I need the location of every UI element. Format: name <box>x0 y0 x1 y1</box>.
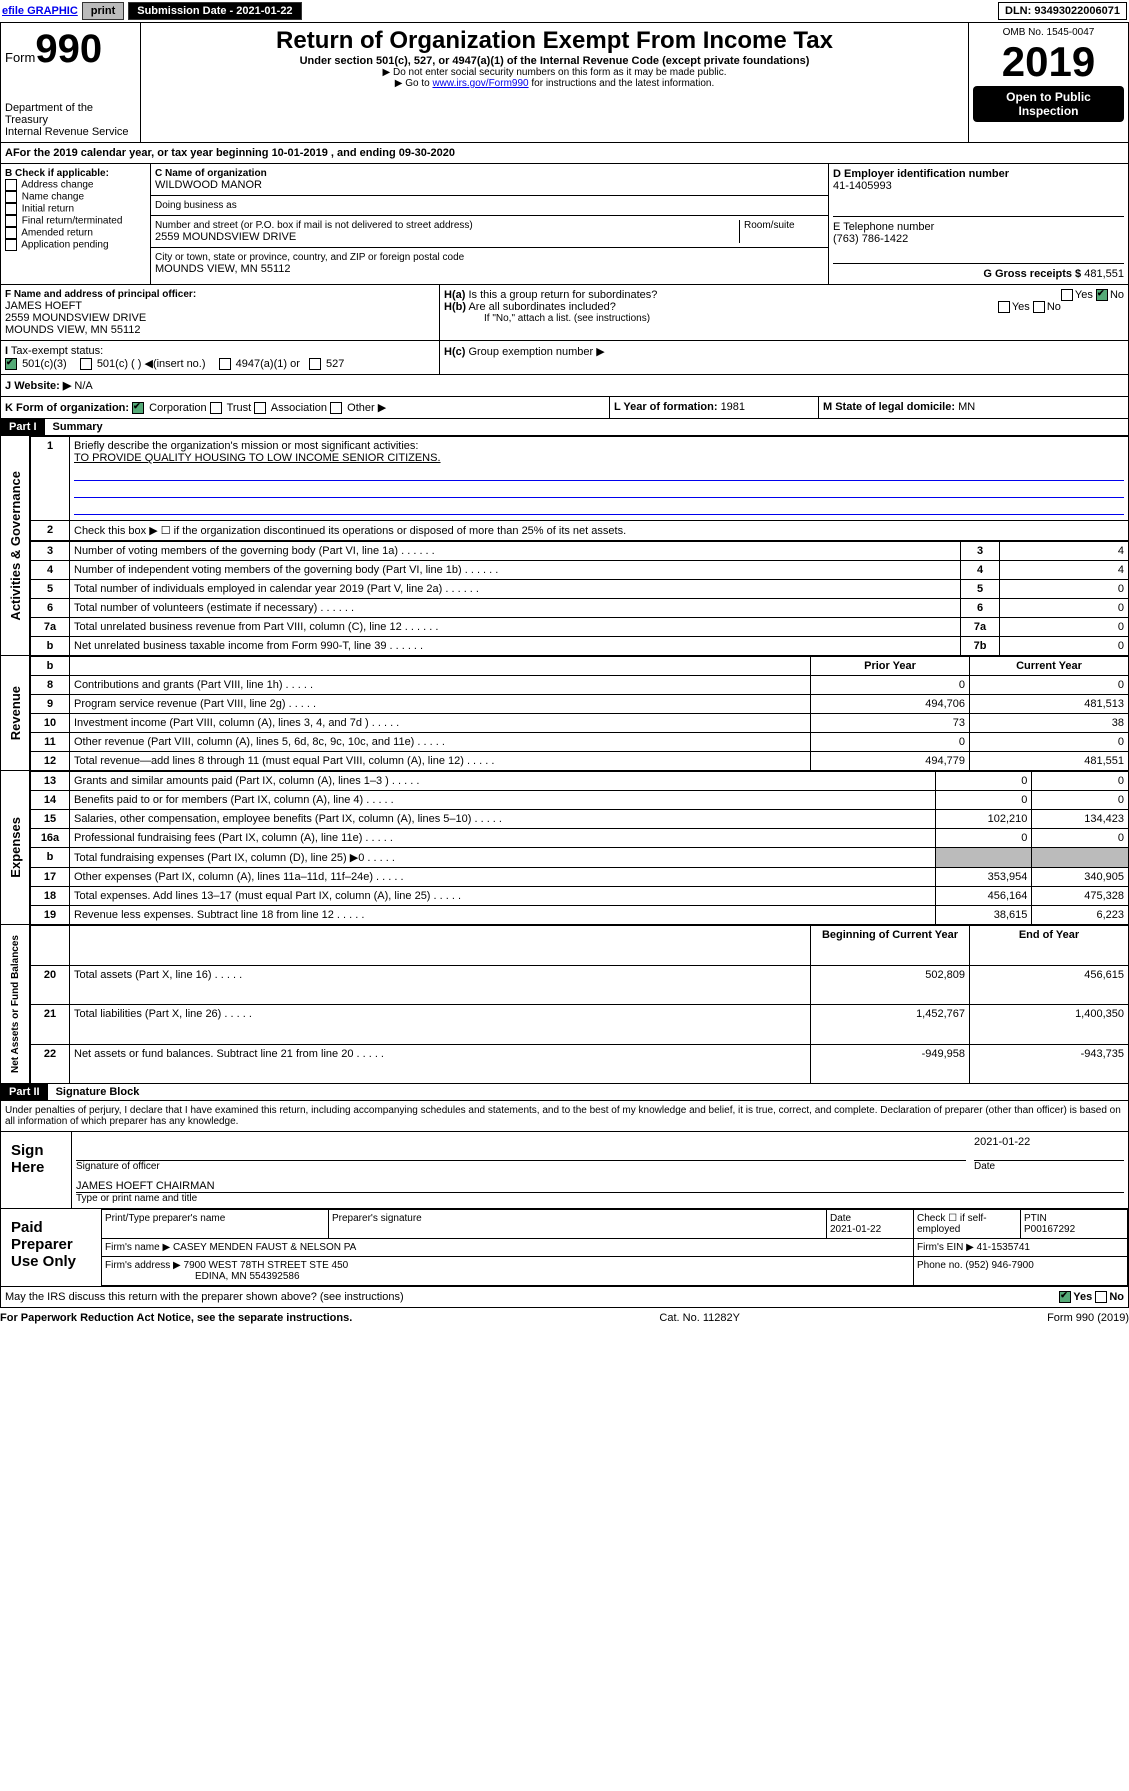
subtitle-1: Under section 501(c), 527, or 4947(a)(1)… <box>145 55 964 67</box>
gross-receipts: 481,551 <box>1084 268 1124 280</box>
website-row: J Website: ▶ N/A <box>0 375 1129 397</box>
row-22: 22Net assets or fund balances. Subtract … <box>31 1044 1129 1084</box>
status-row: I Tax-exempt status: 501(c)(3) 501(c) ( … <box>0 341 1129 375</box>
row-6: 6Total number of volunteers (estimate if… <box>31 599 1129 618</box>
form-title: Return of Organization Exempt From Incom… <box>145 27 964 55</box>
checkbox-final-return-terminated[interactable]: Final return/terminated <box>5 215 146 227</box>
tax-period: AFor the 2019 calendar year, or tax year… <box>0 143 1129 164</box>
officer-row: F Name and address of principal officer:… <box>0 285 1129 341</box>
row-b: bNet unrelated business taxable income f… <box>31 637 1129 656</box>
revenue-section: Revenue bPrior YearCurrent Year 8Contrib… <box>0 656 1129 771</box>
declaration: Under penalties of perjury, I declare th… <box>0 1101 1129 1132</box>
row-19: 19Revenue less expenses. Subtract line 1… <box>31 906 1129 925</box>
row-3: 3Number of voting members of the governi… <box>31 542 1129 561</box>
efile-link[interactable]: efile GRAPHIC <box>2 5 78 17</box>
governance-section: Activities & Governance 1Briefly describ… <box>0 436 1129 656</box>
room-label: Room/suite <box>739 220 824 243</box>
city: MOUNDS VIEW, MN 55112 <box>155 263 824 275</box>
entity-block: B Check if applicable: Address change Na… <box>0 164 1129 285</box>
irs: Internal Revenue Service <box>5 126 136 138</box>
top-toolbar: efile GRAPHIC print Submission Date - 20… <box>0 0 1129 22</box>
row-5: 5Total number of individuals employed in… <box>31 580 1129 599</box>
row-11: 11Other revenue (Part VIII, column (A), … <box>31 733 1129 752</box>
telephone: (763) 786-1422 <box>833 233 1124 245</box>
tax-year: 2019 <box>973 38 1124 86</box>
row-14: 14Benefits paid to or for members (Part … <box>31 791 1129 810</box>
ein: 41-1405993 <box>833 180 1124 192</box>
row-4: 4Number of independent voting members of… <box>31 561 1129 580</box>
org-name: WILDWOOD MANOR <box>155 179 824 191</box>
row-12: 12Total revenue—add lines 8 through 11 (… <box>31 752 1129 771</box>
submission-date: Submission Date - 2021-01-22 <box>128 2 301 20</box>
form-number: Form990 <box>5 27 136 72</box>
preparer-block: Paid Preparer Use Only Print/Type prepar… <box>0 1209 1129 1287</box>
row-10: 10Investment income (Part VIII, column (… <box>31 714 1129 733</box>
row-13: 13Grants and similar amounts paid (Part … <box>31 772 1129 791</box>
row-16a: 16aProfessional fundraising fees (Part I… <box>31 829 1129 848</box>
print-button[interactable]: print <box>82 2 124 20</box>
irs-link[interactable]: www.irs.gov/Form990 <box>432 78 528 89</box>
discuss-row: May the IRS discuss this return with the… <box>0 1287 1129 1308</box>
omb: OMB No. 1545-0047 <box>973 27 1124 38</box>
checkbox-application-pending[interactable]: Application pending <box>5 239 146 251</box>
part-2-label: Part II <box>1 1084 48 1100</box>
street: 2559 MOUNDSVIEW DRIVE <box>155 231 739 243</box>
checkbox-address-change[interactable]: Address change <box>5 179 146 191</box>
expenses-section: Expenses 13Grants and similar amounts pa… <box>0 771 1129 925</box>
open-inspection: Open to Public Inspection <box>973 86 1124 122</box>
row-7a: 7aTotal unrelated business revenue from … <box>31 618 1129 637</box>
row-9: 9Program service revenue (Part VIII, lin… <box>31 695 1129 714</box>
checkbox-initial-return[interactable]: Initial return <box>5 203 146 215</box>
checkbox-amended-return[interactable]: Amended return <box>5 227 146 239</box>
box-g-label: G Gross receipts $ <box>983 268 1081 280</box>
signature-block: Sign Here 2021-01-22 Signature of office… <box>0 1132 1129 1209</box>
row-18: 18Total expenses. Add lines 13–17 (must … <box>31 887 1129 906</box>
form-header: Form990 Department of the Treasury Inter… <box>0 22 1129 143</box>
row-20: 20Total assets (Part X, line 16) . . . .… <box>31 965 1129 1005</box>
row-17: 17Other expenses (Part IX, column (A), l… <box>31 868 1129 887</box>
subtitle-2: ▶ Do not enter social security numbers o… <box>145 67 964 78</box>
part-2-title: Signature Block <box>48 1084 148 1100</box>
dept: Department of the Treasury <box>5 102 136 126</box>
box-b: B Check if applicable: Address change Na… <box>1 164 151 284</box>
row-15: 15Salaries, other compensation, employee… <box>31 810 1129 829</box>
net-assets-section: Net Assets or Fund Balances Beginning of… <box>0 925 1129 1084</box>
city-label: City or town, state or province, country… <box>155 252 824 263</box>
box-c-label: C Name of organization <box>155 168 824 179</box>
checkbox-name-change[interactable]: Name change <box>5 191 146 203</box>
dln: DLN: 93493022006071 <box>998 2 1127 20</box>
part-1-title: Summary <box>45 419 111 435</box>
subtitle-3: ▶ Go to www.irs.gov/Form990 for instruct… <box>145 78 964 89</box>
addr-label: Number and street (or P.O. box if mail i… <box>155 220 739 231</box>
org-form-row: K Form of organization: Corporation Trus… <box>0 397 1129 419</box>
row-b: bTotal fundraising expenses (Part IX, co… <box>31 848 1129 868</box>
dba-label: Doing business as <box>155 200 824 211</box>
page-footer: For Paperwork Reduction Act Notice, see … <box>0 1308 1129 1328</box>
box-e-label: E Telephone number <box>833 221 1124 233</box>
row-21: 21Total liabilities (Part X, line 26) . … <box>31 1005 1129 1045</box>
part-1-label: Part I <box>1 419 45 435</box>
row-8: 8Contributions and grants (Part VIII, li… <box>31 676 1129 695</box>
box-d-label: D Employer identification number <box>833 168 1124 180</box>
